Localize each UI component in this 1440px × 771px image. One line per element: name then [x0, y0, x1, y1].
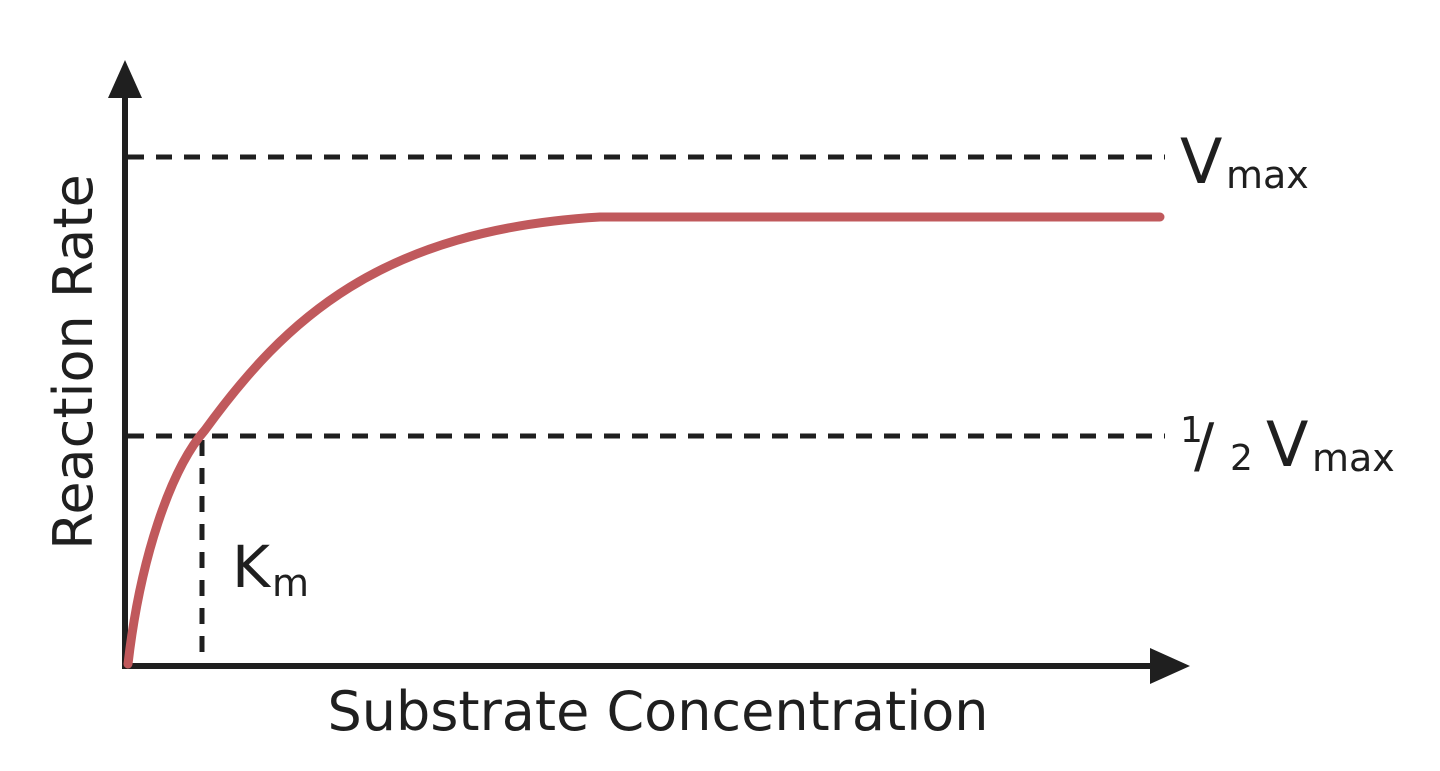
km-label-sub: m — [272, 561, 309, 605]
km-label-main: K — [232, 533, 272, 601]
vmax-label-sub: max — [1226, 153, 1309, 197]
half-vmax-denominator: 2 — [1230, 438, 1253, 479]
y-axis-label: Reaction Rate — [42, 174, 105, 550]
reaction-rate-curve — [123, 212, 1165, 669]
half-vmax-numerator: 1 — [1180, 410, 1203, 451]
km-label: K m — [232, 533, 309, 605]
vmax-label-main: V — [1180, 125, 1222, 198]
half-vmax-label: 1 / 2 V max — [1180, 408, 1395, 481]
x-axis-label: Substrate Concentration — [328, 680, 989, 743]
half-vmax-slash: / — [1194, 411, 1215, 481]
x-axis-arrowhead — [1150, 648, 1190, 684]
y-axis-arrowhead — [108, 60, 142, 98]
half-vmax-label-sub: max — [1312, 436, 1395, 480]
half-vmax-label-main: V — [1266, 408, 1308, 481]
vmax-label: V max — [1180, 125, 1309, 198]
